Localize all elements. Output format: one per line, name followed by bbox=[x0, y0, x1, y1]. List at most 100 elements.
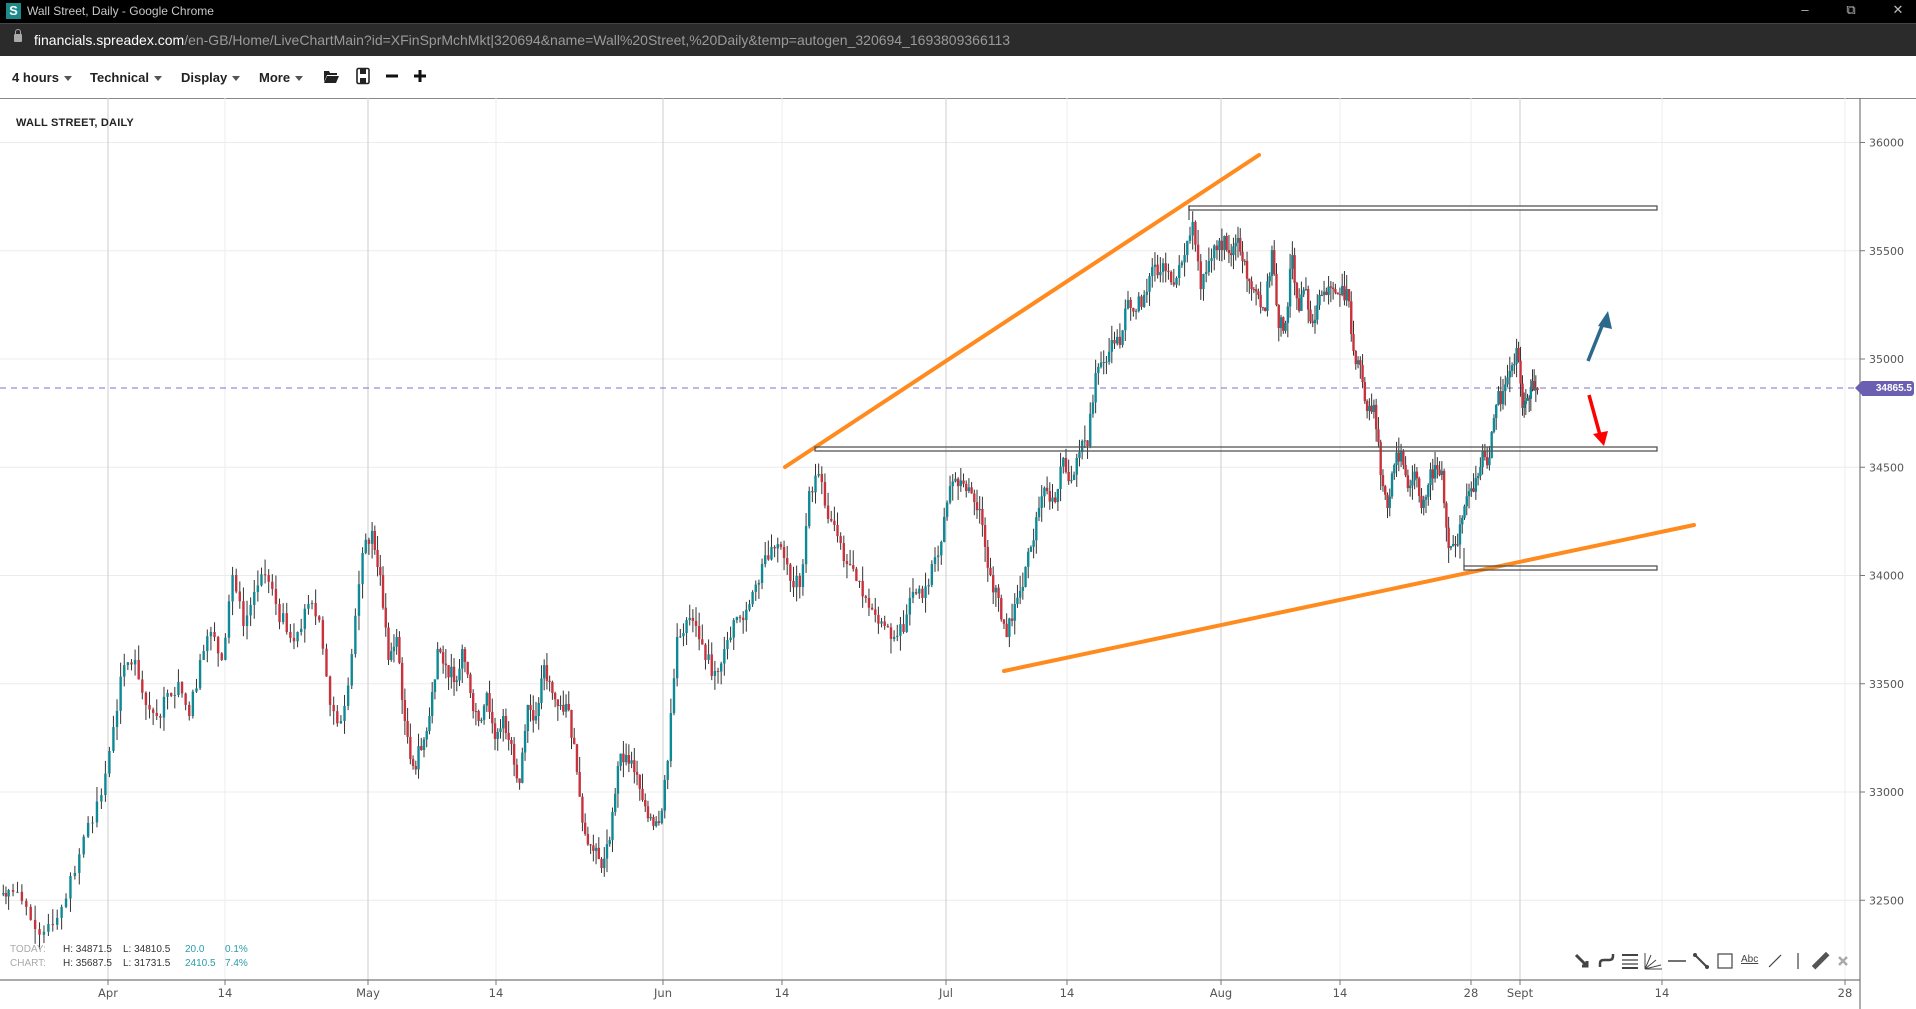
candle-body bbox=[361, 552, 364, 585]
candle-body bbox=[1140, 296, 1143, 307]
zoom-out-icon[interactable] bbox=[383, 67, 401, 85]
candle-body bbox=[757, 583, 761, 585]
zoom-in-icon[interactable] bbox=[411, 67, 429, 85]
candle-body bbox=[1032, 540, 1035, 547]
fan-tool-icon[interactable] bbox=[1644, 952, 1662, 970]
candle-body bbox=[679, 636, 682, 638]
candle-body bbox=[1336, 292, 1339, 295]
url-field[interactable]: financials.spreadex.com/en-GB/Home/LiveC… bbox=[34, 32, 1010, 48]
candle-body bbox=[833, 520, 836, 525]
rectangle-tool-icon[interactable] bbox=[1716, 952, 1734, 970]
candle-body bbox=[804, 526, 808, 565]
candle-body bbox=[994, 587, 998, 593]
candle-body bbox=[954, 478, 957, 482]
upper-trendline[interactable] bbox=[783, 153, 1261, 469]
candle-body bbox=[1268, 276, 1271, 282]
candle-body bbox=[339, 720, 343, 724]
candle-body bbox=[594, 847, 598, 851]
more-menu[interactable]: More bbox=[259, 70, 304, 85]
candle-body bbox=[779, 544, 783, 547]
candle-body bbox=[20, 891, 24, 901]
candle-body bbox=[745, 609, 748, 621]
candle-body bbox=[1418, 478, 1421, 496]
candle-body bbox=[518, 778, 521, 783]
candle-body bbox=[1406, 475, 1410, 489]
candle-body bbox=[1002, 619, 1006, 624]
candle-body bbox=[1483, 451, 1487, 458]
interval-dropdown[interactable]: 4 hours bbox=[12, 70, 72, 85]
candle-body bbox=[1295, 282, 1299, 299]
line-tool-icon[interactable] bbox=[1766, 952, 1784, 970]
candle-body bbox=[1461, 517, 1464, 525]
clear-drawings-icon[interactable] bbox=[1834, 952, 1852, 970]
text-tool-icon[interactable]: Abc bbox=[1741, 954, 1759, 965]
today-change: 20.0 bbox=[185, 944, 205, 955]
arrow-tool-icon[interactable] bbox=[1573, 952, 1591, 970]
save-icon[interactable] bbox=[354, 67, 372, 85]
address-bar[interactable]: financials.spreadex.com/en-GB/Home/LiveC… bbox=[0, 23, 1916, 57]
time-tick-label: Jul bbox=[938, 986, 953, 1000]
candle-body bbox=[1297, 298, 1301, 311]
candle-body bbox=[1536, 387, 1539, 390]
display-menu[interactable]: Display bbox=[181, 70, 241, 85]
candle-body bbox=[469, 674, 472, 694]
candle-body bbox=[482, 705, 486, 720]
candle-body bbox=[646, 806, 650, 819]
candle-body bbox=[551, 681, 554, 694]
candle-body bbox=[1492, 418, 1496, 432]
candle-body bbox=[1331, 287, 1335, 290]
candle-body bbox=[328, 676, 332, 705]
candle-body bbox=[115, 710, 119, 728]
candle-body bbox=[1013, 604, 1016, 621]
candle-body bbox=[159, 716, 162, 718]
up-arrow-icon[interactable] bbox=[1586, 311, 1612, 362]
candle-body bbox=[823, 482, 827, 506]
candle-body bbox=[1309, 309, 1312, 322]
candle-body bbox=[652, 817, 655, 826]
vertical-line-tool-icon[interactable] bbox=[1789, 952, 1807, 970]
middle-level-box[interactable] bbox=[814, 446, 1658, 452]
folder-open-icon[interactable] bbox=[322, 67, 340, 85]
support-level-box[interactable] bbox=[1463, 565, 1658, 571]
price-tick-label: 34000 bbox=[1869, 570, 1904, 583]
candle-body bbox=[1218, 240, 1221, 251]
price-chart[interactable]: 32500 33000 33500 34000 34500 35000 35500 36000… bbox=[0, 98, 1916, 1009]
candle-body bbox=[493, 723, 497, 739]
segment-tool-icon[interactable] bbox=[1692, 952, 1710, 970]
candle-body bbox=[1010, 618, 1014, 621]
candle-body bbox=[292, 637, 296, 642]
candle-body bbox=[1390, 473, 1394, 497]
candle-body bbox=[1374, 404, 1378, 430]
technical-menu[interactable]: Technical bbox=[90, 70, 163, 85]
candle-body bbox=[1005, 623, 1008, 637]
candle-body bbox=[515, 764, 519, 779]
resistance-level-box[interactable] bbox=[1188, 205, 1658, 211]
candle-body bbox=[688, 617, 691, 621]
down-arrow-icon[interactable] bbox=[1587, 394, 1608, 446]
curve-tool-icon[interactable] bbox=[1598, 952, 1616, 970]
chart-change: 2410.5 bbox=[185, 958, 216, 969]
candle-body bbox=[1524, 400, 1528, 404]
candle-body bbox=[1517, 347, 1520, 361]
chart-label: CHART: bbox=[10, 958, 46, 969]
close-window-icon[interactable]: ✕ bbox=[1892, 2, 1904, 17]
minimize-icon[interactable]: – bbox=[1801, 2, 1809, 17]
candle-body bbox=[1024, 566, 1027, 587]
restore-icon[interactable]: ⧉ bbox=[1846, 2, 1856, 17]
fibonacci-tool-icon[interactable] bbox=[1621, 952, 1639, 970]
candle-body bbox=[1320, 294, 1323, 296]
candle-body bbox=[644, 800, 647, 807]
ruler-tool-icon[interactable] bbox=[1812, 952, 1830, 970]
candle-body bbox=[1318, 294, 1321, 306]
candle-body bbox=[1159, 271, 1162, 276]
candle-body bbox=[1515, 347, 1518, 364]
candle-body bbox=[597, 847, 601, 860]
candle-body bbox=[108, 750, 111, 774]
candle-body bbox=[60, 906, 63, 918]
horizontal-line-tool-icon[interactable] bbox=[1668, 952, 1686, 970]
lower-trendline[interactable] bbox=[1002, 523, 1696, 673]
candle-body bbox=[447, 665, 450, 678]
candle-body bbox=[751, 591, 754, 605]
candle-body bbox=[238, 591, 242, 602]
candle-body bbox=[1445, 503, 1448, 528]
